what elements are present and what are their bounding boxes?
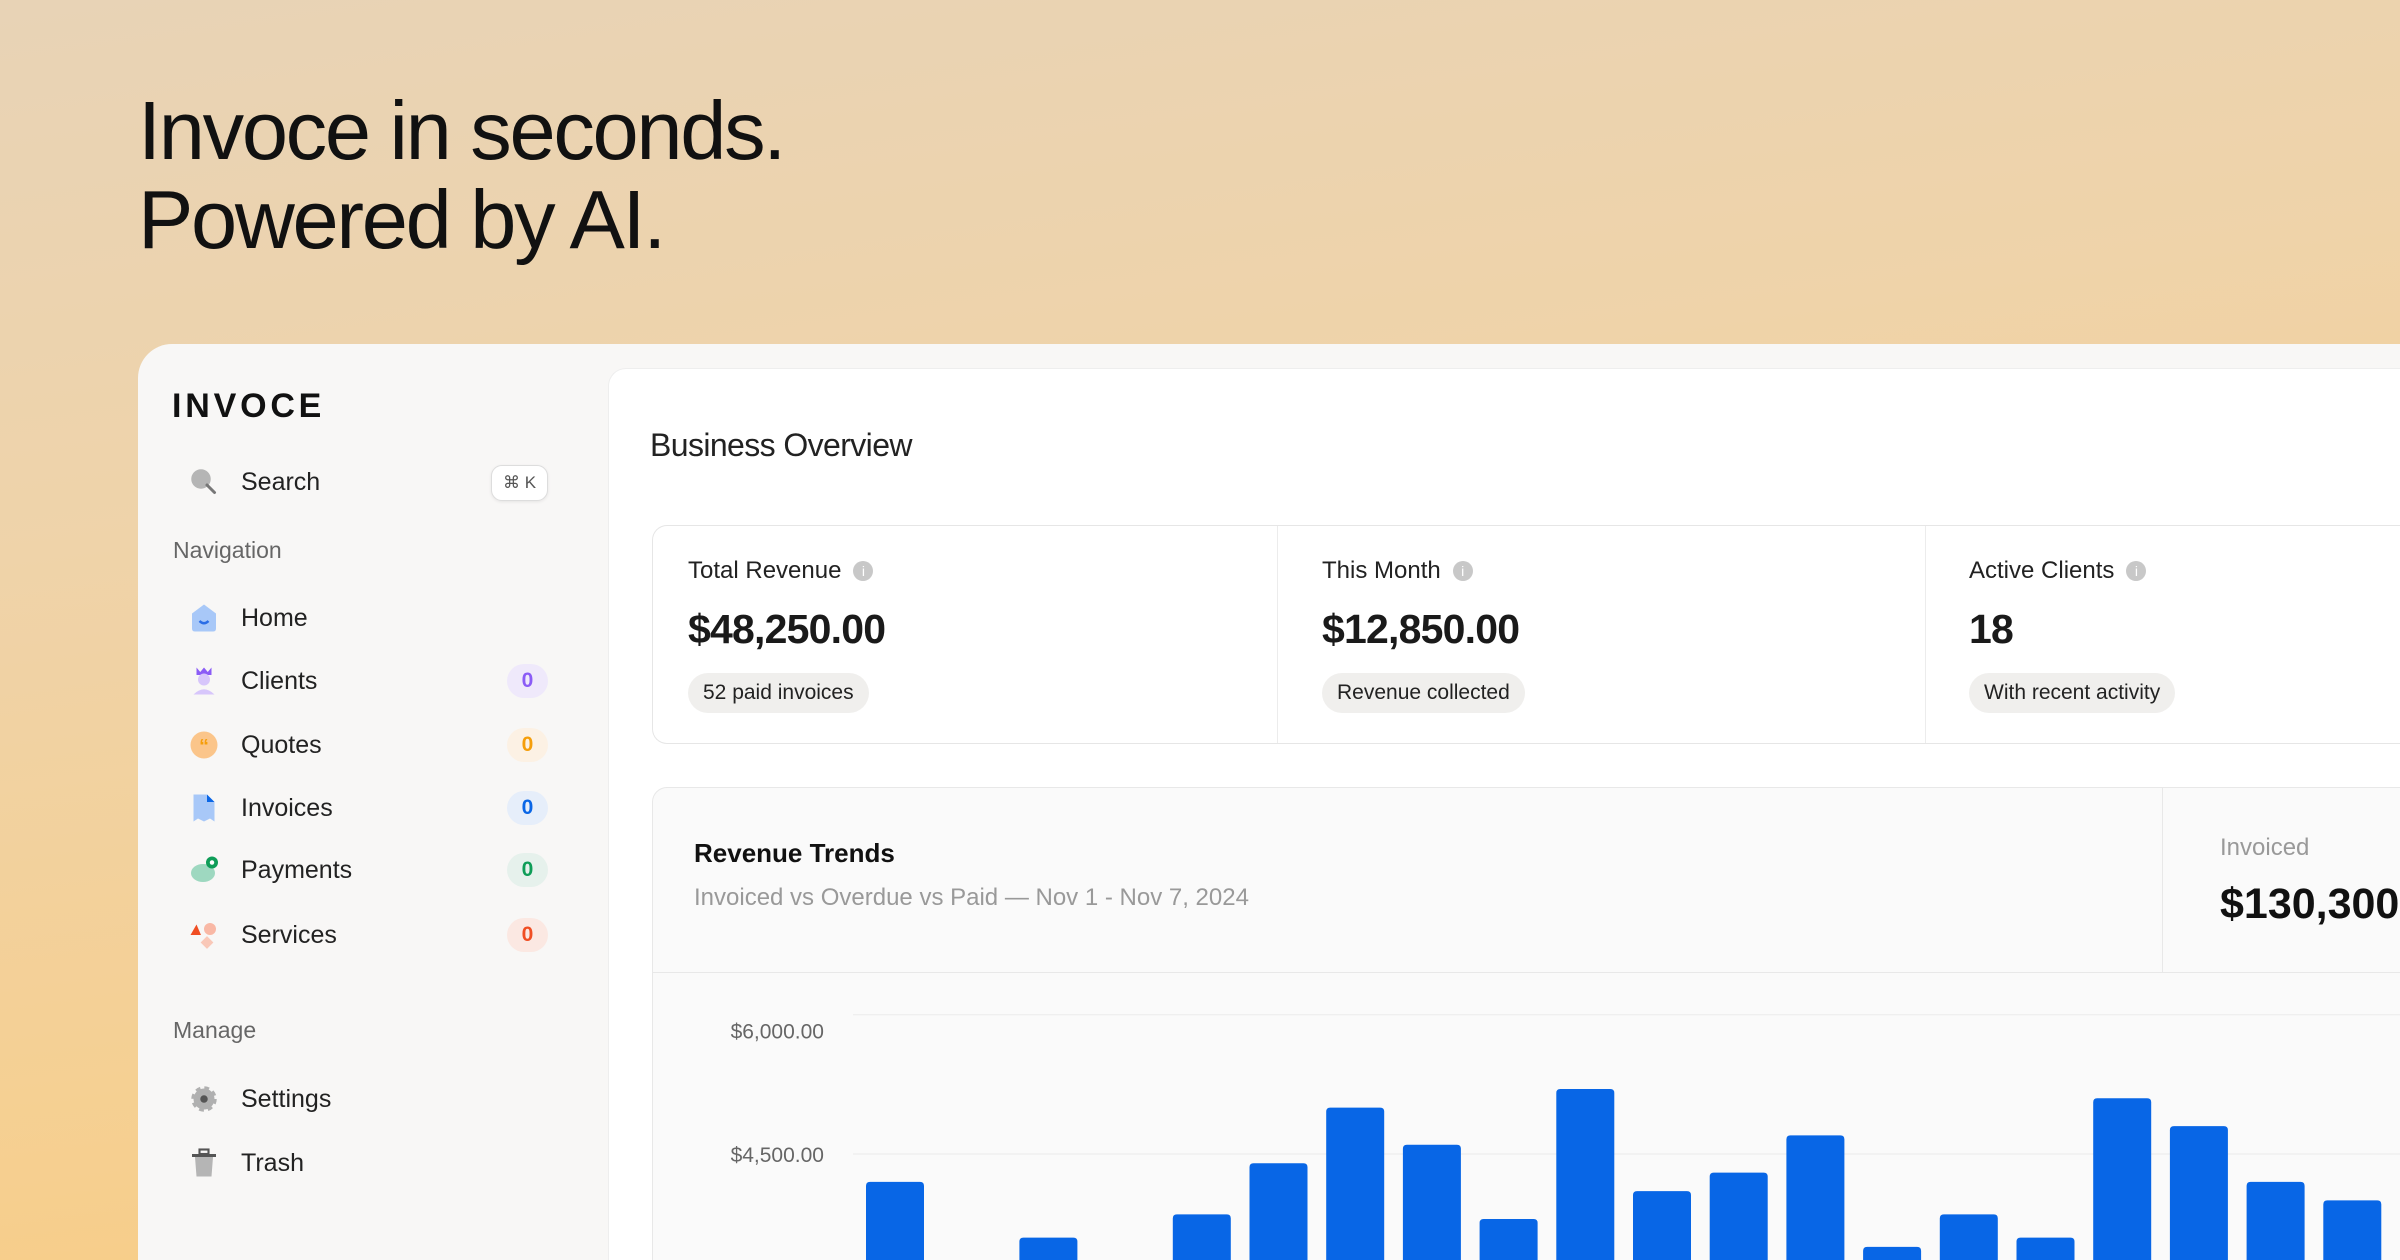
bar[interactable] — [2323, 1200, 2382, 1260]
svg-text:“: “ — [199, 736, 209, 758]
navigation-label: Navigation — [173, 537, 282, 563]
sidebar-item-settings[interactable]: Settings — [172, 1073, 548, 1125]
gear-icon — [187, 1082, 221, 1116]
y-tick-label: $6,000.00 — [731, 1021, 824, 1044]
divider — [2162, 788, 2163, 972]
main-panel: Business Overview Total Revenue i $48,250… — [608, 368, 2400, 1260]
bar[interactable] — [2016, 1237, 2075, 1260]
clients-icon — [187, 664, 221, 698]
bar[interactable] — [1709, 1172, 1768, 1260]
headline-line-1: Invoce in seconds. — [138, 84, 786, 177]
search-label: Search — [241, 467, 321, 496]
app-window: INVOCE Search ⌘ K Navigation Home Client… — [138, 344, 2400, 1260]
stat-value: 18 — [1969, 606, 2014, 652]
sidebar-item-home[interactable]: Home — [172, 592, 548, 644]
sidebar-item-payments[interactable]: Payments 0 — [172, 844, 548, 896]
sidebar-item-clients[interactable]: Clients 0 — [172, 655, 548, 707]
bar[interactable] — [1633, 1191, 1691, 1260]
revenue-trends-card: Revenue Trends Invoiced vs Overdue vs Pa… — [652, 787, 2400, 1260]
revenue-bar-chart: $6,000.00 $4,500.00 — [731, 1014, 2400, 1260]
bar[interactable] — [2169, 1126, 2228, 1260]
revenue-title: Revenue Trends — [694, 838, 895, 868]
stat-pill: With recent activity — [1969, 673, 2176, 713]
manage-label: Manage — [173, 1017, 257, 1043]
stat-label: This Month — [1322, 557, 1441, 584]
sidebar-item-label: Home — [241, 603, 308, 632]
divider — [1925, 526, 1926, 743]
sidebar-item-label: Settings — [241, 1084, 332, 1113]
bar[interactable] — [1556, 1088, 1615, 1260]
revenue-subtitle: Invoiced vs Overdue vs Paid — Nov 1 - No… — [694, 884, 1249, 911]
headline: Invoce in seconds. Powered by AI. — [138, 84, 786, 266]
invoices-icon — [187, 791, 221, 825]
stat-label: Total Revenue — [688, 557, 842, 584]
search-icon — [187, 465, 221, 499]
stat-pill: 52 paid invoices — [688, 673, 869, 713]
sidebar-item-label: Services — [241, 920, 337, 949]
bar[interactable] — [866, 1181, 924, 1260]
info-icon[interactable]: i — [853, 561, 874, 581]
sidebar-item-label: Quotes — [241, 730, 322, 759]
sidebar-item-quotes[interactable]: “ Quotes 0 — [172, 719, 548, 771]
bar[interactable] — [1249, 1163, 1308, 1260]
stat-value: $12,850.00 — [1322, 606, 1520, 652]
stat-value: $48,250.00 — [688, 606, 886, 652]
invoiced-value: $130,300 — [2220, 880, 2400, 928]
home-icon — [187, 601, 221, 635]
quotes-count-badge: 0 — [507, 728, 548, 762]
payments-icon — [187, 853, 221, 887]
payments-count-badge: 0 — [507, 853, 548, 887]
bar[interactable] — [1326, 1107, 1385, 1260]
invoices-count-badge: 0 — [507, 791, 548, 825]
logo: INVOCE — [172, 387, 326, 425]
bar[interactable] — [1172, 1214, 1231, 1260]
bar[interactable] — [1479, 1219, 1538, 1260]
bar[interactable] — [2093, 1098, 2152, 1260]
quotes-icon: “ — [187, 728, 221, 762]
sidebar-item-label: Clients — [241, 666, 318, 695]
bar[interactable] — [1786, 1135, 1845, 1260]
sidebar-item-services[interactable]: Services 0 — [172, 909, 548, 961]
stat-label: Active Clients — [1969, 557, 2115, 584]
y-tick-label: $4,500.00 — [731, 1144, 824, 1167]
clients-count-badge: 0 — [507, 664, 548, 698]
page-title: Business Overview — [650, 427, 913, 463]
headline-line-2: Powered by AI. — [138, 173, 666, 266]
sidebar-item-trash[interactable]: Trash — [172, 1137, 548, 1189]
bar[interactable] — [1939, 1214, 1998, 1260]
stats-card: Total Revenue i $48,250.00 52 paid invoic… — [652, 525, 2400, 744]
info-icon[interactable]: i — [1452, 561, 1473, 581]
trash-icon — [187, 1146, 221, 1180]
bar[interactable] — [2246, 1181, 2305, 1260]
sidebar-item-label: Trash — [241, 1148, 304, 1177]
invoiced-label: Invoiced — [2220, 834, 2310, 861]
divider — [1277, 526, 1278, 743]
sidebar-item-invoices[interactable]: Invoices 0 — [172, 782, 548, 834]
bar[interactable] — [1019, 1237, 1078, 1260]
revenue-header: Revenue Trends Invoiced vs Overdue vs Pa… — [653, 788, 2400, 973]
bar[interactable] — [1402, 1144, 1461, 1260]
sidebar-item-label: Payments — [241, 855, 353, 884]
info-icon[interactable]: i — [2126, 561, 2147, 581]
services-count-badge: 0 — [507, 918, 548, 952]
shortcut-hint: ⌘ K — [491, 465, 548, 501]
services-icon — [187, 918, 221, 952]
sidebar-item-label: Invoices — [241, 793, 333, 822]
bar[interactable] — [1863, 1246, 1922, 1260]
search-button[interactable]: Search ⌘ K — [172, 456, 548, 508]
stat-pill: Revenue collected — [1322, 673, 1525, 713]
